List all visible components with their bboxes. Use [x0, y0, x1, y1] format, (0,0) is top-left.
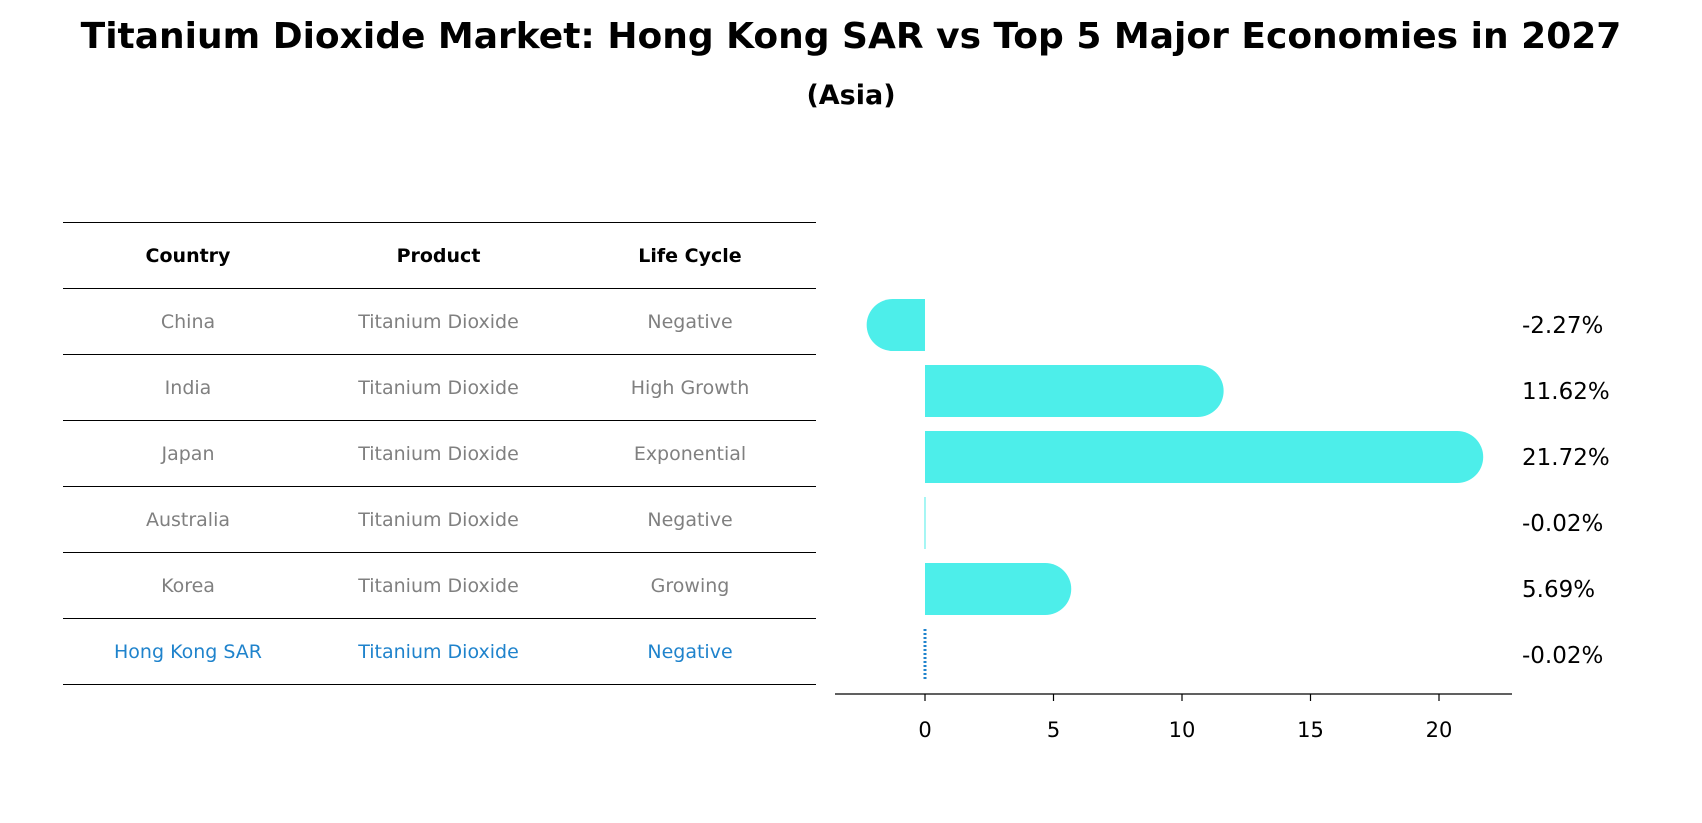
cell-country: India: [63, 354, 313, 421]
x-tick-label: 10: [1169, 718, 1196, 742]
cell-country: Japan: [63, 420, 313, 487]
cell-country: Australia: [63, 486, 313, 553]
bar-australia: [924, 497, 926, 549]
bars-group: [866, 299, 1484, 681]
value-label: 21.72%: [1522, 445, 1610, 471]
cell-country: China: [63, 288, 313, 355]
cell-product: Titanium Dioxide: [313, 552, 564, 619]
table-row: India Titanium Dioxide High Growth: [63, 354, 816, 421]
cell-life-cycle: Exponential: [564, 420, 816, 487]
value-label: 11.62%: [1522, 379, 1610, 405]
cell-country: Korea: [63, 552, 313, 619]
cell-country: Hong Kong SAR: [63, 618, 313, 685]
bar-korea: [925, 563, 1072, 615]
chart-subtitle: (Asia): [806, 80, 896, 111]
table-row: Australia Titanium Dioxide Negative: [63, 486, 816, 553]
header-product: Product: [313, 222, 564, 289]
value-label: -0.02%: [1522, 643, 1603, 669]
cell-product: Titanium Dioxide: [313, 420, 564, 487]
chart-title: Titanium Dioxide Market: Hong Kong SAR v…: [80, 16, 1622, 57]
value-label: 5.69%: [1522, 577, 1595, 603]
cell-life-cycle: Growing: [564, 552, 816, 619]
value-label: -2.27%: [1522, 313, 1603, 339]
data-table: Country Product Life Cycle China Titaniu…: [63, 222, 816, 685]
table-row-highlight: Hong Kong SAR Titanium Dioxide Negative: [63, 618, 816, 685]
x-tick-label: 5: [1047, 718, 1060, 742]
cell-product: Titanium Dioxide: [313, 354, 564, 421]
bar-india: [925, 365, 1224, 417]
x-axis: 0 5 10 15 20: [835, 693, 1512, 742]
cell-life-cycle: Negative: [564, 486, 816, 553]
cell-product: Titanium Dioxide: [313, 486, 564, 553]
header-country: Country: [63, 222, 313, 289]
x-tick-label: 0: [918, 718, 931, 742]
value-label: -0.02%: [1522, 511, 1603, 537]
bar-china: [866, 299, 925, 351]
cell-life-cycle: Negative: [564, 288, 816, 355]
x-tick-label: 15: [1297, 718, 1324, 742]
cell-product: Titanium Dioxide: [313, 288, 564, 355]
table-row: Korea Titanium Dioxide Growing: [63, 552, 816, 619]
bar-japan: [925, 431, 1484, 483]
table-header-row: Country Product Life Cycle: [63, 222, 816, 289]
table-row: China Titanium Dioxide Negative: [63, 288, 816, 355]
header-life-cycle: Life Cycle: [564, 222, 816, 289]
table-row: Japan Titanium Dioxide Exponential: [63, 420, 816, 487]
cell-product: Titanium Dioxide: [313, 618, 564, 685]
x-tick-label: 20: [1426, 718, 1453, 742]
cell-life-cycle: Negative: [564, 618, 816, 685]
value-labels-group: -2.27% 11.62% 21.72% -0.02% 5.69% -0.02%: [1522, 313, 1610, 669]
cell-life-cycle: High Growth: [564, 354, 816, 421]
